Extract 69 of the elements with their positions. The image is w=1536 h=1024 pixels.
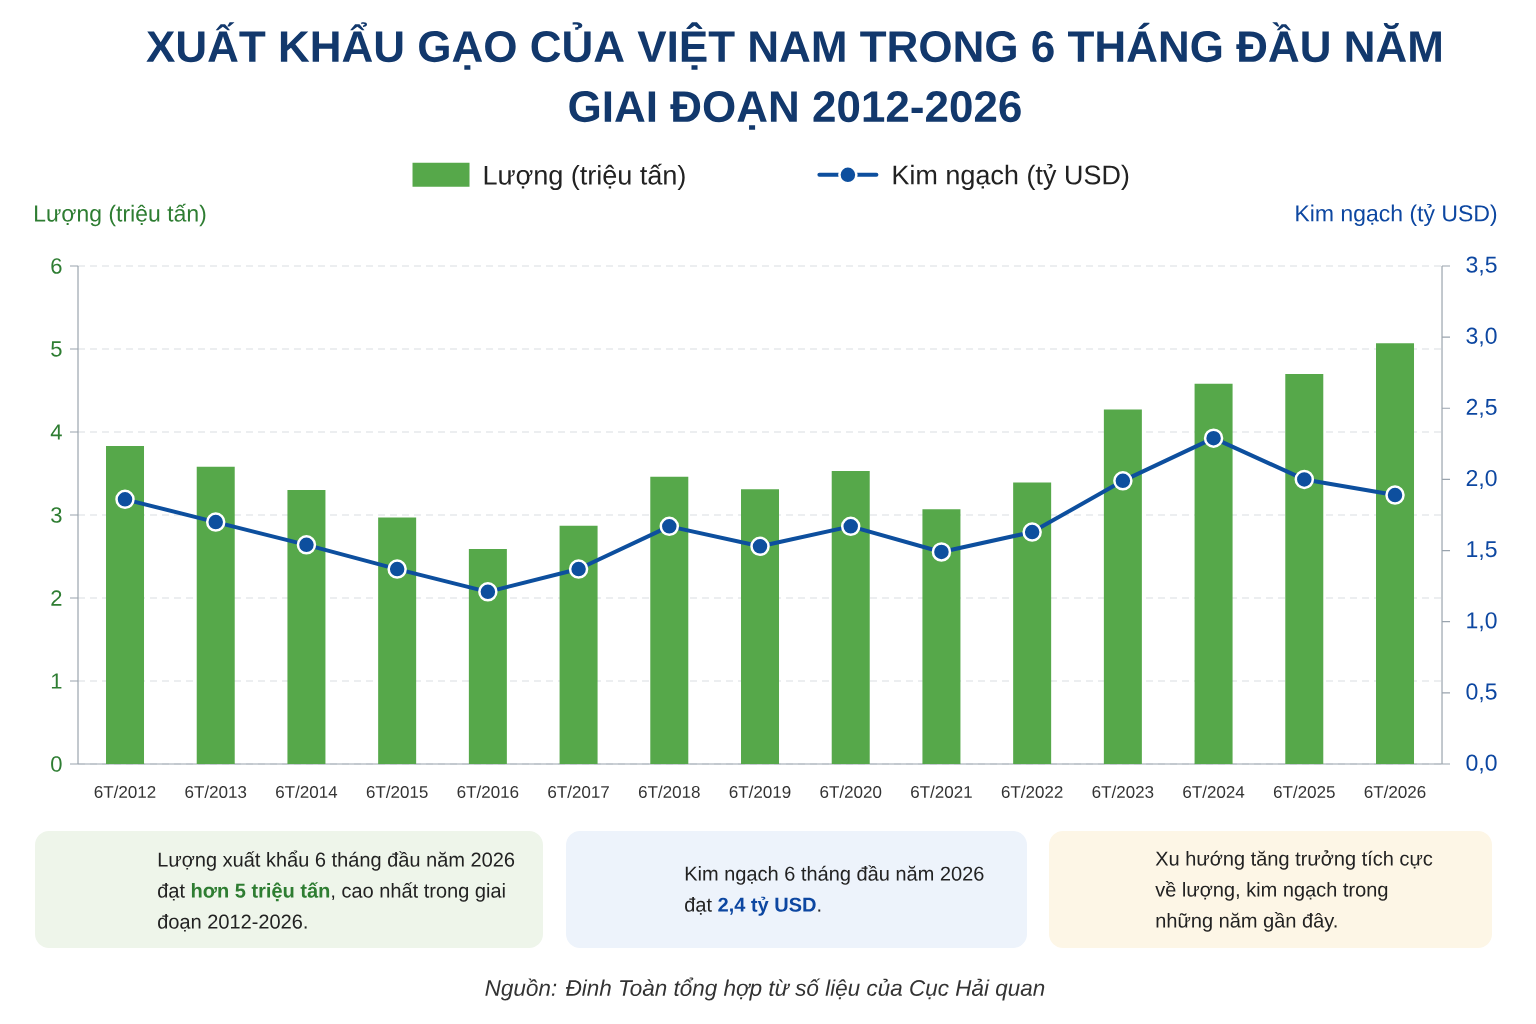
y2-tick-label: 0,5 (1466, 683, 1497, 703)
legend-label: Kim ngạch (tỷ USD) (893, 163, 1129, 190)
chart-title: XUẤT KHẨU GẠO CỦA VIỆT NAM TRONG 6 THÁNG ĐẦU NĂM GIAI ĐOẠN 2012-2026 (146, 22, 1441, 130)
y2-tick-label: 0,0 (1466, 754, 1497, 774)
x-tick-label: 6T/2014 (276, 785, 338, 799)
bar (559, 525, 598, 764)
y-tick-label: 4 (50, 424, 62, 440)
bar (922, 509, 961, 764)
x-tick-label: 6T/2025 (1273, 785, 1335, 799)
text: Lượng xuất khẩu 6 tháng đầu năm 2026 đạt hơn 5 triệu tấn, cao nhất trong giai đoạn 2012-2026. (158, 850, 515, 932)
text: Xu hướng tăng trưởng tích cực về lượng, kim ngạch trong những năm gần đây. (1155, 850, 1433, 932)
y-axis-title: Lượng (triệu tấn) (35, 203, 206, 227)
bar (1103, 409, 1142, 764)
point (205, 512, 226, 532)
point (387, 559, 407, 579)
point (115, 489, 135, 510)
bar (378, 517, 417, 764)
x-tick-label: 6T/2022 (1001, 785, 1063, 799)
text: Nguồn: Đinh Toàn tổng hợp từ số liệu của Cục Hải quan (485, 977, 1045, 1001)
point (840, 516, 861, 537)
x-tick-label: 6T/2017 (548, 785, 609, 799)
x-tick-label: 6T/2026 (1364, 785, 1426, 799)
x-tick-label: 6T/2020 (820, 785, 882, 799)
x-tick-label: 6T/2013 (185, 785, 247, 799)
y-tick-label: 0 (51, 756, 62, 772)
x-tick-label: 6T/2018 (638, 785, 700, 799)
legend-label: Lượng (triệu tấn) (484, 163, 685, 191)
point (931, 542, 952, 562)
point (478, 582, 498, 602)
y-tick-label: 5 (51, 341, 62, 357)
y-tick-label: 2 (51, 590, 62, 606)
y2-tick-label: 3,5 (1466, 256, 1497, 276)
y-tick-label: 3 (51, 507, 62, 523)
text: Kim ngạch 6 tháng đầu năm 2026 đạt 2,4 tỷ USD. (685, 865, 984, 916)
point (1385, 485, 1405, 505)
bar (106, 446, 145, 764)
x-tick-label: 6T/2024 (1183, 785, 1245, 799)
x-tick-label: 6T/2021 (911, 785, 972, 799)
bar (1194, 383, 1233, 764)
x-tick-label: 6T/2019 (729, 785, 791, 799)
bar (650, 476, 689, 764)
bar (287, 490, 326, 764)
y-tick-label: 1 (51, 673, 62, 689)
point (1203, 428, 1224, 448)
bar (1013, 482, 1052, 764)
bar (1376, 343, 1415, 764)
y2-tick-label: 3,0 (1466, 327, 1497, 347)
x-tick-label: 6T/2012 (94, 785, 156, 799)
x-tick-label: 6T/2016 (457, 785, 519, 799)
x-tick-label: 6T/2023 (1092, 785, 1154, 799)
point (568, 559, 589, 579)
y2-tick-label: 2,5 (1466, 398, 1497, 418)
y2-tick-label: 1,5 (1467, 541, 1497, 560)
point (659, 516, 680, 537)
bar (196, 466, 235, 764)
y2-axis-title: Kim ngạch (tỷ USD) (1296, 203, 1497, 227)
bar (1285, 373, 1324, 764)
point (1294, 469, 1315, 490)
y-tick-label: 6 (51, 258, 62, 274)
x-tick-label: 6T/2015 (366, 785, 428, 799)
point (1113, 471, 1133, 491)
point (750, 536, 770, 557)
bar (468, 549, 507, 764)
bar (831, 471, 870, 764)
y2-tick-label: 1,0 (1467, 612, 1497, 632)
point (296, 535, 317, 555)
point (1022, 522, 1042, 542)
bar (741, 489, 780, 764)
y2-tick-label: 2,0 (1466, 469, 1497, 489)
